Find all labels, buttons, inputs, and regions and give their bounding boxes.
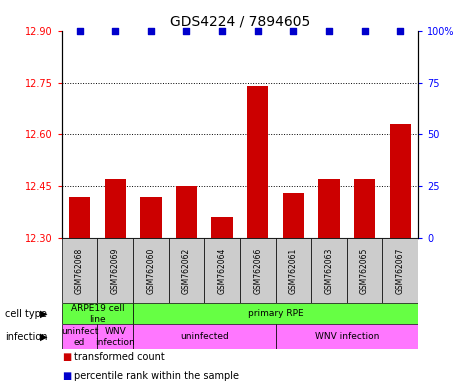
- Bar: [240, 238, 276, 303]
- Text: infection: infection: [5, 332, 47, 342]
- Bar: [390, 124, 411, 238]
- Text: ■: ■: [62, 371, 71, 381]
- Bar: [204, 238, 240, 303]
- Text: ARPE19 cell
line: ARPE19 cell line: [71, 304, 124, 324]
- Text: transformed count: transformed count: [74, 352, 164, 362]
- Text: primary RPE: primary RPE: [247, 310, 304, 318]
- Text: GSM762063: GSM762063: [324, 248, 333, 294]
- Text: GSM762060: GSM762060: [146, 248, 155, 294]
- Bar: [69, 197, 90, 238]
- Bar: [318, 179, 340, 238]
- Text: GSM762067: GSM762067: [396, 248, 405, 294]
- Text: ▶: ▶: [40, 332, 48, 342]
- Point: [218, 28, 226, 34]
- Text: uninfected: uninfected: [180, 333, 228, 341]
- Point: [111, 28, 119, 34]
- Bar: [133, 303, 418, 324]
- Point: [361, 28, 369, 34]
- Text: GSM762061: GSM762061: [289, 248, 298, 294]
- Bar: [104, 179, 126, 238]
- Text: cell type: cell type: [5, 309, 47, 319]
- Bar: [276, 238, 311, 303]
- Bar: [140, 197, 162, 238]
- Bar: [354, 179, 375, 238]
- Text: GSM762065: GSM762065: [360, 248, 369, 294]
- Bar: [211, 217, 233, 238]
- Bar: [176, 186, 197, 238]
- Text: WNV infection: WNV infection: [314, 333, 379, 341]
- Point: [254, 28, 261, 34]
- Bar: [276, 324, 418, 349]
- Text: ▶: ▶: [40, 309, 48, 319]
- Text: uninfect
ed: uninfect ed: [61, 327, 98, 347]
- Title: GDS4224 / 7894605: GDS4224 / 7894605: [170, 14, 310, 28]
- Text: ■: ■: [62, 352, 71, 362]
- Point: [147, 28, 155, 34]
- Text: GSM762069: GSM762069: [111, 248, 120, 294]
- Bar: [133, 324, 276, 349]
- Bar: [283, 193, 304, 238]
- Bar: [97, 324, 133, 349]
- Text: percentile rank within the sample: percentile rank within the sample: [74, 371, 238, 381]
- Bar: [97, 238, 133, 303]
- Bar: [169, 238, 204, 303]
- Text: GSM762062: GSM762062: [182, 248, 191, 294]
- Point: [325, 28, 332, 34]
- Bar: [347, 238, 382, 303]
- Bar: [311, 238, 347, 303]
- Bar: [62, 303, 133, 324]
- Text: GSM762068: GSM762068: [75, 248, 84, 294]
- Point: [396, 28, 404, 34]
- Point: [182, 28, 190, 34]
- Bar: [133, 238, 169, 303]
- Text: GSM762066: GSM762066: [253, 248, 262, 294]
- Bar: [247, 86, 268, 238]
- Bar: [62, 238, 97, 303]
- Text: GSM762064: GSM762064: [218, 248, 227, 294]
- Bar: [382, 238, 418, 303]
- Point: [289, 28, 297, 34]
- Text: WNV
infection: WNV infection: [95, 327, 135, 347]
- Bar: [62, 324, 97, 349]
- Point: [76, 28, 84, 34]
